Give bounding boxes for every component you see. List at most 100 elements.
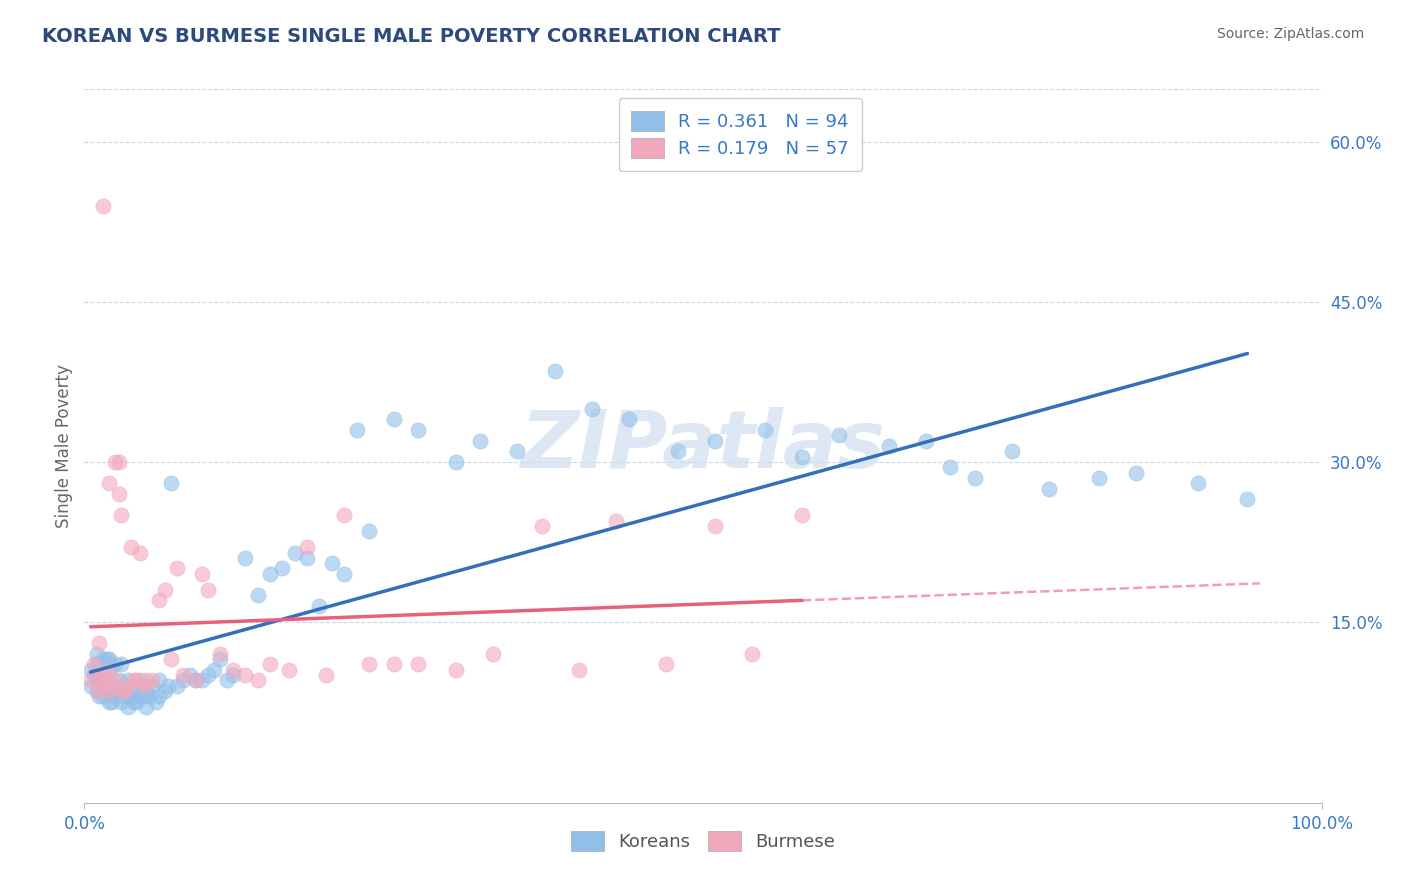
Point — [98, 679, 121, 693]
Point — [104, 657, 127, 672]
Point — [117, 673, 139, 688]
Point — [98, 695, 121, 709]
Text: ZIPatlas: ZIPatlas — [520, 407, 886, 485]
Point — [79, 673, 101, 688]
Point — [153, 582, 176, 597]
Point — [110, 695, 132, 709]
Point — [179, 668, 201, 682]
Legend: Koreans, Burmese: Koreans, Burmese — [564, 823, 842, 858]
Point — [91, 690, 114, 704]
Point — [160, 652, 183, 666]
Point — [166, 561, 188, 575]
Point — [382, 412, 405, 426]
Point — [117, 679, 139, 693]
Point — [86, 673, 108, 688]
Point — [1236, 492, 1258, 507]
Point — [110, 684, 132, 698]
Point — [117, 700, 139, 714]
Point — [202, 663, 225, 677]
Point — [233, 668, 256, 682]
Point — [89, 673, 111, 688]
Point — [357, 657, 380, 672]
Point — [197, 668, 219, 682]
Point — [408, 423, 430, 437]
Point — [129, 673, 152, 688]
Point — [531, 519, 554, 533]
Point — [89, 690, 111, 704]
Point — [98, 663, 121, 677]
Point — [112, 690, 135, 704]
Point — [141, 673, 163, 688]
Point — [543, 364, 565, 378]
Y-axis label: Single Male Poverty: Single Male Poverty — [55, 364, 73, 528]
Point — [568, 663, 591, 677]
Point — [617, 412, 640, 426]
Point — [284, 545, 307, 559]
Point — [98, 476, 121, 491]
Point — [1088, 471, 1111, 485]
Point — [315, 668, 337, 682]
Point — [96, 673, 118, 688]
Point — [104, 673, 127, 688]
Point — [125, 673, 148, 688]
Point — [470, 434, 492, 448]
Point — [1187, 476, 1209, 491]
Point — [112, 684, 135, 698]
Point — [704, 434, 727, 448]
Point — [89, 636, 111, 650]
Point — [191, 673, 214, 688]
Point — [110, 684, 132, 698]
Point — [222, 663, 245, 677]
Point — [233, 550, 256, 565]
Point — [172, 673, 194, 688]
Point — [108, 673, 131, 688]
Point — [98, 684, 121, 698]
Point — [215, 673, 238, 688]
Point — [91, 679, 114, 693]
Point — [271, 561, 294, 575]
Point — [184, 673, 207, 688]
Point — [246, 588, 269, 602]
Point — [100, 679, 122, 693]
Point — [877, 439, 900, 453]
Point — [83, 668, 105, 682]
Point — [965, 471, 987, 485]
Point — [108, 487, 131, 501]
Point — [120, 540, 142, 554]
Point — [148, 593, 170, 607]
Point — [108, 684, 131, 698]
Point — [96, 684, 118, 698]
Point — [444, 455, 467, 469]
Point — [346, 423, 368, 437]
Point — [1001, 444, 1024, 458]
Point — [122, 673, 145, 688]
Point — [79, 663, 101, 677]
Point — [259, 657, 281, 672]
Point — [86, 657, 108, 672]
Point — [209, 652, 232, 666]
Point — [246, 673, 269, 688]
Point — [333, 566, 356, 581]
Point — [308, 599, 330, 613]
Point — [79, 679, 101, 693]
Point — [98, 652, 121, 666]
Point — [160, 476, 183, 491]
Point — [382, 657, 405, 672]
Point — [790, 508, 813, 523]
Point — [86, 684, 108, 698]
Point — [581, 401, 603, 416]
Point — [605, 514, 627, 528]
Point — [790, 450, 813, 464]
Point — [277, 663, 299, 677]
Point — [122, 695, 145, 709]
Point — [83, 657, 105, 672]
Point — [132, 690, 155, 704]
Point — [120, 684, 142, 698]
Point — [138, 690, 160, 704]
Point — [184, 673, 207, 688]
Point — [172, 668, 194, 682]
Point — [86, 647, 108, 661]
Point — [295, 540, 318, 554]
Point — [86, 668, 108, 682]
Point — [135, 673, 157, 688]
